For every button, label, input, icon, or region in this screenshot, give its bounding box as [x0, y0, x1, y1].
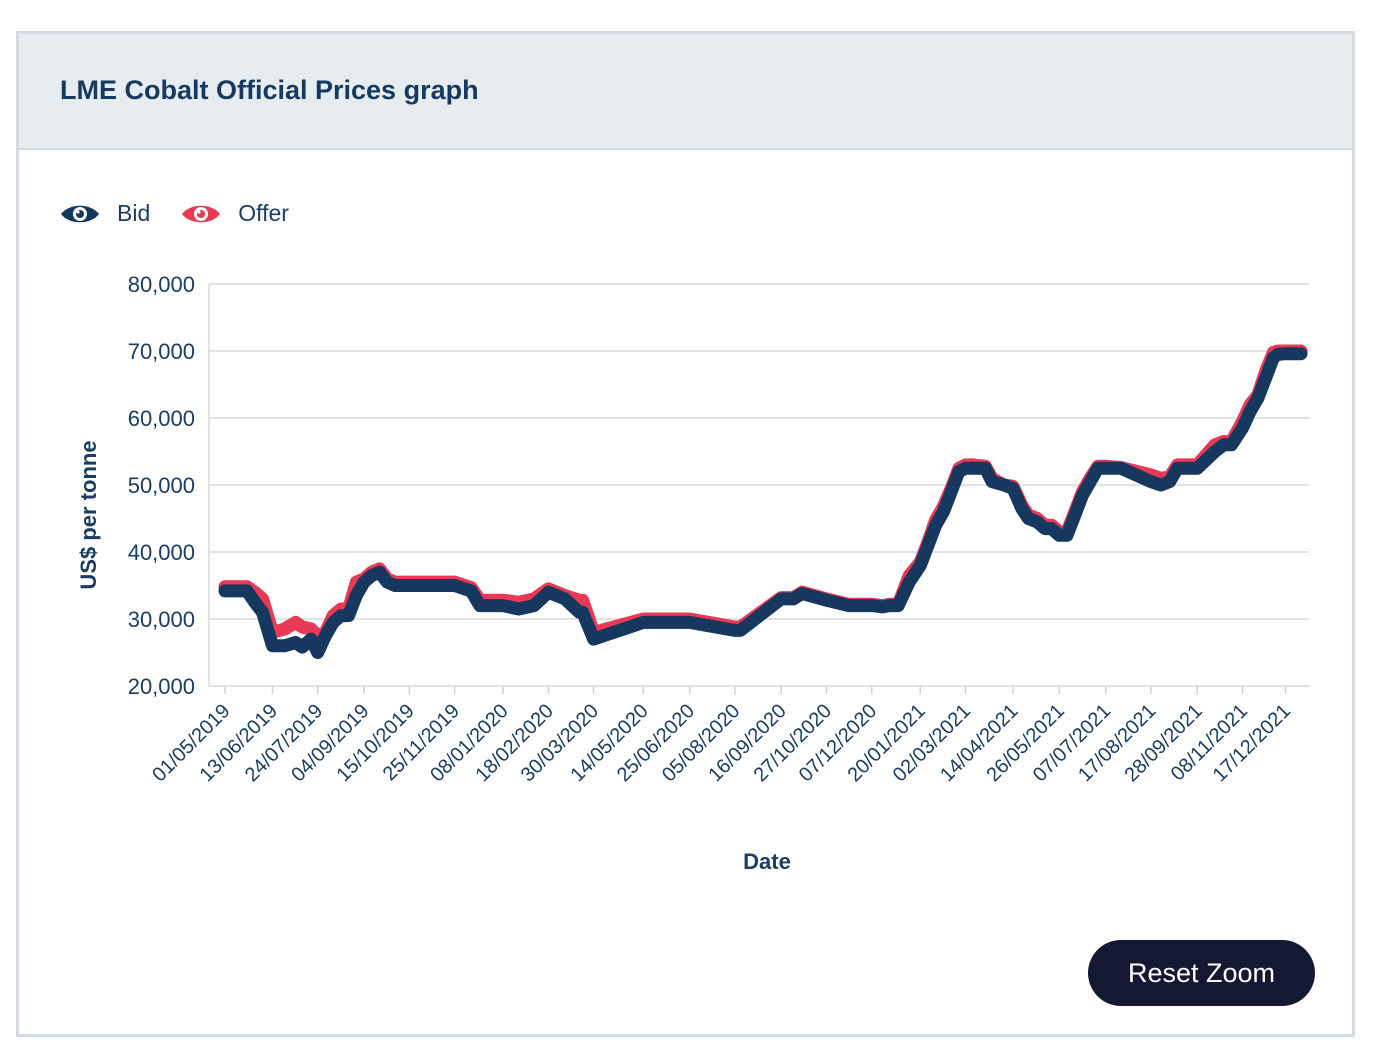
legend-item-offer[interactable]: Offer [180, 200, 289, 227]
card-title: LME Cobalt Official Prices graph [60, 75, 479, 105]
reset-zoom-button[interactable]: Reset Zoom [1088, 940, 1315, 1006]
line-chart[interactable]: 20,000 30,000 40,000 50,000 60,000 70,000 80,0… [19, 34, 1352, 1034]
series-line-bid[interactable] [218, 347, 1308, 659]
eye-icon [182, 205, 221, 222]
x-axis-title: Date [743, 849, 791, 874]
chart-card: LME Cobalt Official Prices graph Bid Off… [16, 31, 1355, 1037]
eye-icon [61, 205, 99, 222]
y-tick-label: 70,000 [128, 339, 195, 364]
chart-legend: Bid Offer [59, 200, 319, 227]
y-tick-label: 80,000 [128, 272, 195, 297]
y-tick-label: 20,000 [128, 674, 195, 699]
legend-item-bid[interactable]: Bid [59, 200, 150, 227]
legend-label-bid: Bid [117, 200, 151, 226]
y-tick-label: 50,000 [128, 473, 195, 498]
y-tick-label: 40,000 [128, 540, 195, 565]
series-line-offer[interactable] [218, 344, 1308, 643]
legend-label-offer: Offer [238, 200, 289, 226]
y-axis-title: US$ per tonne [76, 440, 101, 589]
y-tick-label: 30,000 [128, 607, 195, 632]
card-header: LME Cobalt Official Prices graph [19, 34, 1352, 150]
y-tick-label: 60,000 [128, 406, 195, 431]
